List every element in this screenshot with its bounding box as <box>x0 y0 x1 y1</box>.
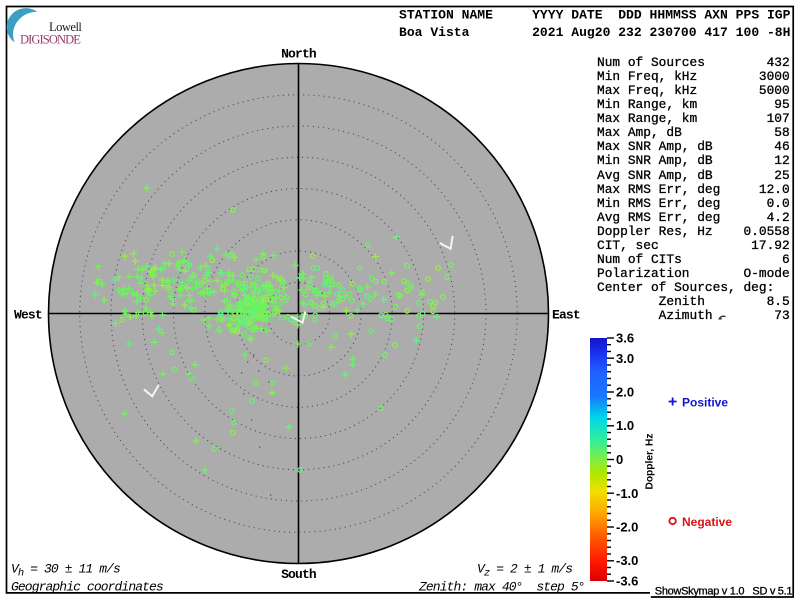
svg-text:North: North <box>281 47 317 62</box>
svg-text:West: West <box>14 308 42 323</box>
svg-text:Zenith: max 40° step 5°: Zenith: max 40° step 5° <box>418 580 585 595</box>
svg-text:3.6: 3.6 <box>616 331 634 346</box>
svg-text:Boa Vista 2021 Aug20 23: Boa Vista 2021 Aug20 232 230700 417 100 … <box>399 25 790 40</box>
svg-text:1.0: 1.0 <box>616 418 634 433</box>
svg-text:0: 0 <box>616 452 623 467</box>
svg-text:Vh = 30 ± 11 m/s: Vh = 30 ± 11 m/s <box>11 562 120 580</box>
svg-text:-3.0: -3.0 <box>616 553 638 568</box>
svg-text:Vz = 2 ± 1 m/s: Vz = 2 ± 1 m/s <box>477 562 572 580</box>
svg-text:South: South <box>281 567 317 582</box>
svg-text:-2.0: -2.0 <box>616 520 638 535</box>
svg-text:ShowSkymap v 1.0 SD v 5.1: ShowSkymap v 1.0 SD v 5.1 <box>655 586 793 598</box>
svg-text:-3.6: -3.6 <box>616 574 638 589</box>
svg-text:Geographic coordinates: Geographic coordinates <box>11 580 163 595</box>
svg-text:Positive: Positive <box>682 396 728 410</box>
svg-text:2.0: 2.0 <box>616 385 634 400</box>
svg-text:3.0: 3.0 <box>616 351 634 366</box>
svg-text:Negative: Negative <box>682 515 732 529</box>
svg-text:Lowell: Lowell <box>49 20 82 34</box>
svg-text:STATION NAME YYYY DATE DD: STATION NAME YYYY DATE DDD HHMMSS AXN PP… <box>399 8 791 23</box>
svg-text:-1.0: -1.0 <box>616 486 638 501</box>
svg-text:DIGISONDE: DIGISONDE <box>20 33 81 47</box>
svg-text:East: East <box>552 308 580 323</box>
svg-text:Doppler, Hz: Doppler, Hz <box>645 433 656 489</box>
